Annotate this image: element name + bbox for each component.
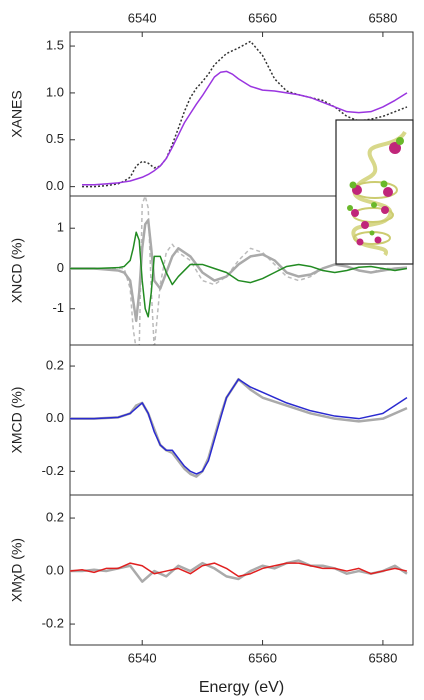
x-tick-label: 6560	[248, 650, 277, 665]
y-tick-label: 1	[57, 220, 64, 235]
data-line	[70, 377, 408, 478]
data-line	[70, 562, 408, 578]
data-line	[70, 378, 408, 475]
inset-helix	[335, 119, 414, 265]
y-axis-label: XMχD (%)	[9, 538, 25, 602]
y-axis-label: XANES	[9, 90, 25, 137]
y-tick-label: 0.0	[46, 178, 64, 193]
x-axis-label: Energy (eV)	[199, 679, 284, 696]
series-group	[70, 196, 408, 345]
y-tick-label: 1.0	[46, 84, 64, 99]
plots: 0.0 0.5 1.0 1.5 XANES 6540 6560 6580 -1 0 1 XNCD (%…	[9, 10, 414, 696]
series-group	[70, 559, 408, 583]
series-group	[82, 40, 408, 188]
x-tick-label: 6540	[128, 650, 157, 665]
x-tick-label: 6580	[368, 10, 397, 25]
data-line	[70, 196, 407, 345]
data-line	[70, 559, 408, 583]
data-line	[70, 231, 408, 318]
y-tick-label: 0.2	[46, 357, 64, 372]
y-tick-label: 0	[57, 260, 64, 275]
y-tick-label: -0.2	[42, 463, 64, 478]
data-line	[82, 70, 408, 186]
y-tick-label: -0.2	[42, 616, 64, 631]
y-tick-label: 0.5	[46, 131, 64, 146]
y-tick-label: 0.2	[46, 509, 64, 524]
y-axis-label: XNCD (%)	[9, 238, 25, 303]
x-tick-label: 6560	[248, 10, 277, 25]
series-group	[70, 377, 408, 478]
x-tick-label: 6540	[128, 10, 157, 25]
x-tick-label: 6580	[368, 650, 397, 665]
y-axis-label: XMCD (%)	[9, 387, 25, 454]
y-tick-label: 0.0	[46, 562, 64, 577]
y-tick-label: 0.0	[46, 410, 64, 425]
y-tick-label: 1.5	[46, 37, 64, 52]
y-tick-label: -1	[52, 300, 64, 315]
